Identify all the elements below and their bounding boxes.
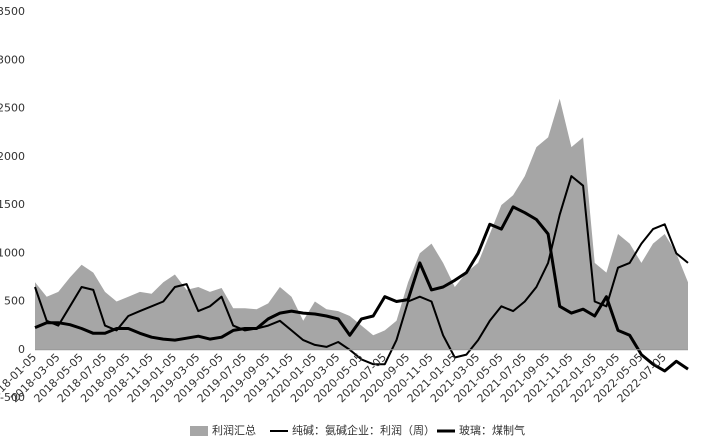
legend-swatch (190, 426, 208, 436)
legend: 利润汇总 纯碱：氨碱企业：利润（周） 玻璃：煤制气 (190, 423, 525, 437)
y-tick-label: 3500 (0, 5, 25, 18)
line (34, 175, 689, 366)
legend-label: 纯碱：氨碱企业：利润（周） (292, 423, 435, 437)
legend-label: 玻璃：煤制气 (459, 423, 525, 437)
y-tick-label: 2500 (0, 102, 25, 115)
y-tick-label: 3000 (0, 53, 25, 66)
y-tick-label: 2000 (0, 150, 25, 163)
legend-label: 利润汇总 (212, 423, 256, 437)
area (35, 98, 688, 350)
y-tick-label: 0 (18, 343, 25, 356)
y-tick-label: 1000 (0, 246, 25, 259)
line (34, 205, 689, 373)
y-tick-label: -500 (0, 391, 25, 404)
y-tick-label: 500 (4, 295, 25, 308)
y-tick-label: 1500 (0, 198, 25, 211)
